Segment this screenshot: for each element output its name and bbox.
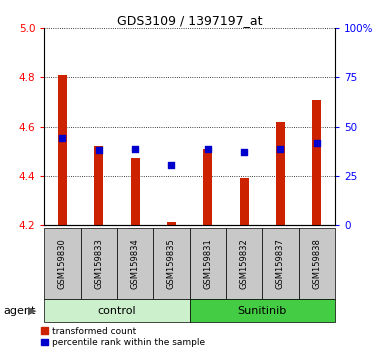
Text: GSM159835: GSM159835 [167, 238, 176, 289]
Text: control: control [98, 306, 136, 316]
Bar [239, 178, 249, 225]
Text: agent: agent [4, 306, 36, 316]
Point [168, 162, 174, 167]
Text: GSM159838: GSM159838 [312, 238, 321, 289]
Bar [190, 228, 226, 299]
Bar [276, 122, 285, 225]
Bar [80, 228, 117, 299]
Bar [226, 228, 262, 299]
Bar [58, 75, 67, 225]
Bar [312, 99, 321, 225]
Text: GSM159830: GSM159830 [58, 238, 67, 289]
Point [132, 146, 138, 152]
Bar [44, 299, 190, 322]
Bar [203, 149, 212, 225]
Point [314, 140, 320, 145]
Text: Sunitinib: Sunitinib [238, 306, 287, 316]
Point [59, 135, 65, 141]
Bar [190, 299, 335, 322]
Bar [299, 228, 335, 299]
Title: GDS3109 / 1397197_at: GDS3109 / 1397197_at [117, 14, 262, 27]
Point [205, 146, 211, 152]
Legend: transformed count, percentile rank within the sample: transformed count, percentile rank withi… [41, 327, 205, 347]
Text: GSM159831: GSM159831 [203, 238, 212, 289]
Text: GSM159837: GSM159837 [276, 238, 285, 289]
Text: GSM159834: GSM159834 [131, 238, 140, 289]
Bar [262, 228, 299, 299]
Bar [153, 228, 189, 299]
Point [277, 146, 283, 152]
Text: ▶: ▶ [28, 306, 37, 316]
Text: GSM159833: GSM159833 [94, 238, 103, 289]
Bar [131, 159, 140, 225]
Point [241, 149, 247, 155]
Point [96, 147, 102, 153]
Bar [44, 228, 80, 299]
Bar [167, 222, 176, 225]
Text: GSM159832: GSM159832 [239, 238, 249, 289]
Bar [117, 228, 153, 299]
Bar [94, 146, 103, 225]
